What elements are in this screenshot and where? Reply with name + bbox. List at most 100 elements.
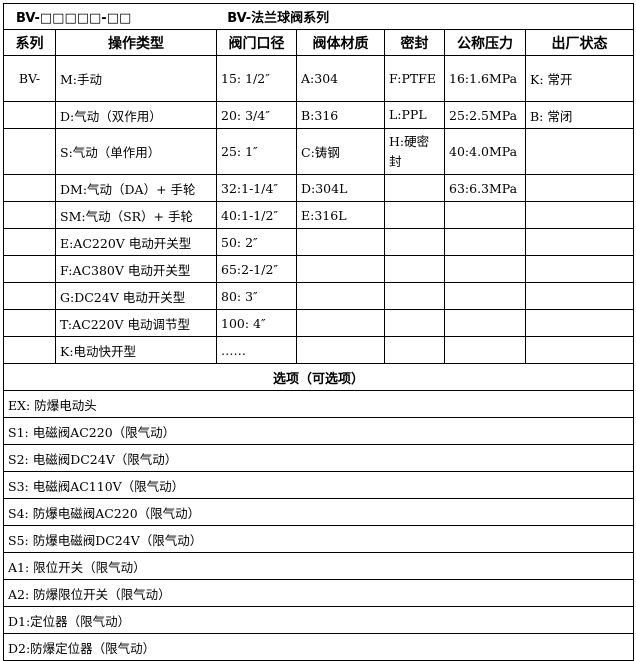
table-cell — [3, 282, 56, 310]
table-cell — [524, 174, 635, 202]
table-cell — [444, 336, 526, 364]
table-cell: …… — [216, 336, 297, 364]
table-cell: D:304L — [296, 174, 385, 202]
option-item: A2: 防爆限位开关（限气动） — [2, 579, 635, 607]
table-cell — [524, 201, 635, 229]
table-cell — [296, 228, 385, 256]
table-cell: 20: 3/4″ — [216, 101, 297, 129]
table-cell — [444, 255, 526, 283]
table-cell — [384, 282, 445, 310]
column-header: 公称压力 — [444, 29, 526, 56]
option-item: S2: 电磁阀DC24V（限气动） — [2, 444, 635, 472]
option-item: S1: 电磁阀AC220（限气动） — [2, 417, 635, 445]
table-cell: BV- — [3, 55, 56, 102]
option-item: A1: 限位开关（限气动） — [2, 552, 635, 580]
table-row: SM:气动（SR）+ 手轮 40:1-1/2″ E:316L — [3, 201, 635, 229]
option-row: A2: 防爆限位开关（限气动） — [2, 579, 635, 607]
table-cell: E:316L — [296, 201, 385, 229]
table-cell — [384, 174, 445, 202]
table-cell — [444, 228, 526, 256]
table-cell: L:PPL — [384, 101, 445, 129]
table-cell: M:手动 — [55, 55, 217, 102]
option-row: S1: 电磁阀AC220（限气动） — [2, 417, 635, 445]
table-row: K:电动快开型…… — [3, 336, 635, 364]
header-row: 系列 操作类型 阀门口径 阀体材质 密封 公称压力 出厂状态 — [3, 29, 635, 56]
table-cell: DM:气动（DA）+ 手轮 — [55, 174, 217, 202]
table-cell: T:AC220V 电动调节型 — [55, 309, 217, 337]
table-row: D:气动（双作用） 20: 3/4″ B:316 L:PPL 25:2.5MPa B: 常… — [3, 101, 635, 129]
table-cell — [524, 282, 635, 310]
table-cell: B:316 — [296, 101, 385, 129]
option-row: D2:防爆定位器（限气动） — [2, 633, 635, 661]
table-row: DM:气动（DA）+ 手轮 32:1-1/4″ D:304L 63:6.3MPa — [3, 174, 635, 202]
table-cell: 80: 3″ — [216, 282, 297, 310]
table-cell: 65:2-1/2″ — [216, 255, 297, 283]
column-header: 操作类型 — [55, 29, 217, 56]
table-cell — [296, 309, 385, 337]
table-cell: F:PTFE — [384, 55, 445, 102]
table-cell — [384, 228, 445, 256]
table-cell — [3, 174, 56, 202]
table-cell: 63:6.3MPa — [444, 174, 526, 202]
column-header: 出厂状态 — [524, 29, 635, 56]
table-cell: C:铸钢 — [296, 128, 385, 175]
table-cell: 15: 1/2″ — [216, 55, 297, 102]
table-cell: K:电动快开型 — [55, 336, 217, 364]
table-cell: A:304 — [296, 55, 385, 102]
column-header: 系列 — [3, 29, 56, 56]
option-row: S5: 防爆电磁阀DC24V（限气动） — [2, 525, 635, 553]
table-cell: 16:1.6MPa — [444, 55, 526, 102]
table-cell — [444, 309, 526, 337]
table-cell — [3, 255, 56, 283]
table-cell: D:气动（双作用） — [55, 101, 217, 129]
table-cell: 40:1-1/2″ — [216, 201, 297, 229]
table-cell — [444, 282, 526, 310]
table-cell: S:气动（单作用） — [55, 128, 217, 175]
option-item: S4: 防爆电磁阀AC220（限气动） — [2, 498, 635, 526]
table-cell: 100: 4″ — [216, 309, 297, 337]
model-code: BV-□□□□□-□□ — [16, 11, 132, 26]
table-cell: H:硬密封 — [384, 128, 445, 175]
table-cell: G:DC24V 电动开关型 — [55, 282, 217, 310]
table-row: E:AC220V 电动开关型 50: 2″ — [3, 228, 635, 256]
option-item: S5: 防爆电磁阀DC24V（限气动） — [2, 525, 635, 553]
spec-table: BV-□□□□□-□□ BV-法兰球阀系列 系列 操作类型 阀门口径 阀体材质 密封 公称压… — [2, 3, 635, 661]
table-cell — [524, 309, 635, 337]
table-row: F:AC380V 电动开关型 65:2-1/2″ — [3, 255, 635, 283]
table-cell: B: 常闭 — [524, 101, 635, 129]
column-header: 密封 — [384, 29, 445, 56]
option-row: A1: 限位开关（限气动） — [2, 552, 635, 580]
table-cell — [3, 128, 56, 175]
table-cell — [524, 255, 635, 283]
table-cell: F:AC380V 电动开关型 — [55, 255, 217, 283]
table-cell: 40:4.0MPa — [444, 128, 526, 175]
table-cell — [444, 201, 526, 229]
table-cell — [296, 336, 385, 364]
table-cell — [384, 255, 445, 283]
table-cell: SM:气动（SR）+ 手轮 — [55, 201, 217, 229]
table-cell — [524, 128, 635, 175]
table-cell — [296, 282, 385, 310]
table-cell — [296, 255, 385, 283]
table-cell: E:AC220V 电动开关型 — [55, 228, 217, 256]
table-cell — [524, 336, 635, 364]
table-cell — [3, 228, 56, 256]
title-row: BV-□□□□□-□□ BV-法兰球阀系列 — [2, 3, 635, 30]
table-cell: K: 常开 — [524, 55, 635, 102]
table-row: G:DC24V 电动开关型 80: 3″ — [3, 282, 635, 310]
option-item: S3: 电磁阀AC110V（限气动） — [2, 471, 635, 499]
options-header-row: 选项（可选项） — [2, 363, 635, 391]
table-cell — [384, 309, 445, 337]
table-cell — [3, 336, 56, 364]
table-cell — [384, 336, 445, 364]
option-item: D2:防爆定位器（限气动） — [2, 633, 635, 661]
column-header: 阀门口径 — [216, 29, 297, 56]
table-row: BV- M:手动 15: 1/2″ A:304 F:PTFE 16:1.6MPa K: 常开 — [3, 55, 635, 102]
option-row: S2: 电磁阀DC24V（限气动） — [2, 444, 635, 472]
option-row: EX: 防爆电动头 — [2, 390, 635, 418]
option-row: D1:定位器（限气动） — [2, 606, 635, 634]
series-title: BV-法兰球阀系列 — [227, 11, 330, 26]
table-cell: 25: 1″ — [216, 128, 297, 175]
option-row: S4: 防爆电磁阀AC220（限气动） — [2, 498, 635, 526]
table-cell — [384, 201, 445, 229]
